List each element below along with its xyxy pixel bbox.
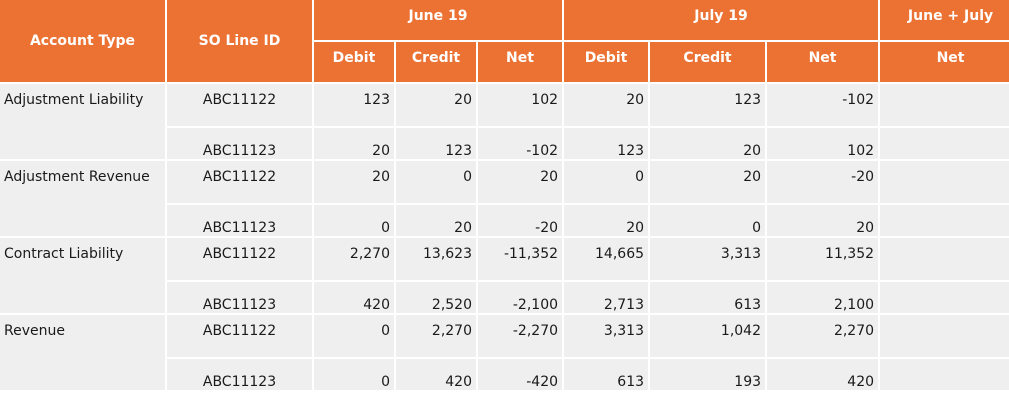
header-july-debit: Debit [564, 42, 649, 82]
july-credit-cell: 20 [650, 161, 766, 203]
june-net-cell: -11,352 [478, 238, 563, 280]
header-june-credit: Credit [396, 42, 476, 82]
june-credit-cell: 0 [396, 161, 476, 203]
july-debit-cell: 14,665 [564, 238, 649, 280]
june-net-cell: 20 [478, 161, 563, 203]
june-debit-cell: 20 [314, 161, 394, 203]
june-net-cell: 102 [478, 84, 563, 126]
header-june-july: June + July [880, 0, 1009, 40]
july-debit-cell: 123 [564, 128, 649, 159]
total-net-cell: 0 [880, 84, 1009, 126]
july-credit-cell: 1,042 [650, 315, 766, 357]
total-net-cell: 0 [880, 315, 1009, 357]
header-july-19: July 19 [564, 0, 879, 40]
header-july-credit: Credit [650, 42, 766, 82]
total-net-cell: 0 [880, 359, 1009, 390]
header-june-net: Net [478, 42, 563, 82]
june-net-cell: -102 [478, 128, 563, 159]
table-row: Adjustment Liability ABC11122 123 20 102 20 12… [0, 84, 1009, 159]
july-net-cell: 20 [767, 205, 879, 236]
total-net-cell: 0 [880, 128, 1009, 159]
header-july-net: Net [767, 42, 879, 82]
so-line-id-cell: ABC11123 [167, 205, 312, 236]
table-body: Adjustment Liability ABC11122 123 20 102 20 12… [0, 84, 1009, 390]
so-line-id-cell: ABC11123 [167, 128, 312, 159]
july-net-cell: 420 [767, 359, 879, 390]
june-credit-cell: 20 [396, 84, 476, 126]
july-net-cell: -102 [767, 84, 879, 126]
table-row: Revenue ABC11122 0 2,270 -2,270 3,313 1,042 2,2… [0, 315, 1009, 390]
june-debit-cell: 0 [314, 205, 394, 236]
july-net-cell: 2,270 [767, 315, 879, 357]
account-type-cell: Adjustment Liability [0, 84, 165, 159]
july-net-cell: -20 [767, 161, 879, 203]
so-line-id-cell: ABC11122 [167, 84, 312, 126]
july-credit-cell: 3,313 [650, 238, 766, 280]
total-net-cell: 0 [880, 238, 1009, 280]
july-credit-cell: 20 [650, 128, 766, 159]
june-debit-cell: 420 [314, 282, 394, 313]
july-debit-cell: 613 [564, 359, 649, 390]
total-net-cell: 0 [880, 205, 1009, 236]
june-debit-cell: 0 [314, 359, 394, 390]
july-credit-cell: 613 [650, 282, 766, 313]
account-type-cell: Adjustment Revenue [0, 161, 165, 236]
july-debit-cell: 3,313 [564, 315, 649, 357]
june-net-cell: -420 [478, 359, 563, 390]
july-credit-cell: 0 [650, 205, 766, 236]
header-june-19: June 19 [314, 0, 563, 40]
june-credit-cell: 2,520 [396, 282, 476, 313]
july-debit-cell: 0 [564, 161, 649, 203]
so-line-id-cell: ABC11122 [167, 238, 312, 280]
header-june-debit: Debit [314, 42, 394, 82]
july-credit-cell: 123 [650, 84, 766, 126]
july-net-cell: 11,352 [767, 238, 879, 280]
account-table: Account Type SO Line ID June 19 July 19 … [0, 0, 1009, 390]
total-net-cell: 0 [880, 282, 1009, 313]
june-net-cell: -2,270 [478, 315, 563, 357]
header-total-net: Net [880, 42, 1009, 82]
so-line-id-cell: ABC11123 [167, 359, 312, 390]
july-net-cell: 102 [767, 128, 879, 159]
july-credit-cell: 193 [650, 359, 766, 390]
so-line-id-cell: ABC11123 [167, 282, 312, 313]
so-line-id-cell: ABC11122 [167, 161, 312, 203]
june-debit-cell: 0 [314, 315, 394, 357]
june-credit-cell: 420 [396, 359, 476, 390]
june-credit-cell: 123 [396, 128, 476, 159]
total-net-cell: 0 [880, 161, 1009, 203]
account-type-cell: Revenue [0, 315, 165, 390]
july-debit-cell: 20 [564, 205, 649, 236]
june-credit-cell: 2,270 [396, 315, 476, 357]
june-debit-cell: 123 [314, 84, 394, 126]
july-debit-cell: 2,713 [564, 282, 649, 313]
header-account-type: Account Type [0, 0, 165, 82]
so-line-id-cell: ABC11122 [167, 315, 312, 357]
july-net-cell: 2,100 [767, 282, 879, 313]
june-credit-cell: 13,623 [396, 238, 476, 280]
account-type-cell: Contract Liability [0, 238, 165, 313]
june-debit-cell: 20 [314, 128, 394, 159]
june-credit-cell: 20 [396, 205, 476, 236]
june-net-cell: -2,100 [478, 282, 563, 313]
june-debit-cell: 2,270 [314, 238, 394, 280]
header-so-line-id: SO Line ID [167, 0, 312, 82]
june-net-cell: -20 [478, 205, 563, 236]
table-row: Contract Liability ABC11122 2,270 13,623 -11… [0, 238, 1009, 313]
july-debit-cell: 20 [564, 84, 649, 126]
